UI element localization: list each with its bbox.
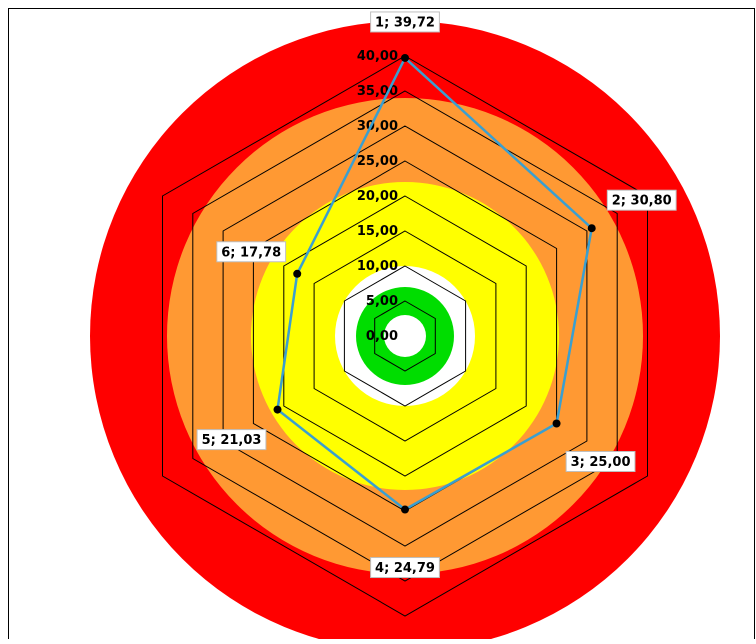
data-point-3 <box>552 419 561 428</box>
data-label-5: 5; 21,03 <box>202 433 262 448</box>
data-label-1: 1; 39,72 <box>375 15 435 30</box>
data-label-box-1 <box>370 11 440 33</box>
zone-disc-5 <box>384 315 426 357</box>
data-label-box-6 <box>216 241 287 263</box>
data-point-5 <box>273 405 282 414</box>
data-label-6: 6; 17,78 <box>221 245 281 260</box>
data-point-2 <box>587 224 596 233</box>
grid-ring-7 <box>192 90 618 582</box>
data-label-box-5 <box>196 429 267 451</box>
data-label-box-4 <box>370 557 440 579</box>
tick-label-4: 20,00 <box>357 189 398 204</box>
data-label-3: 3; 25,00 <box>571 455 631 470</box>
grid-ring-6 <box>222 125 588 547</box>
data-label-2: 2; 30,80 <box>612 194 672 209</box>
tick-label-8: 40,00 <box>357 49 398 64</box>
data-label-4: 4; 24,79 <box>375 561 435 576</box>
data-labels: 1; 39,72 2; 30,80 3; 25,00 4; 24,79 5; 21,03… <box>196 11 677 579</box>
grid-ring-3 <box>313 230 497 442</box>
tick-label-2: 10,00 <box>357 259 398 274</box>
data-point-4 <box>401 505 409 514</box>
data-point-1 <box>401 53 409 62</box>
data-label-box-2 <box>606 189 677 211</box>
tick-label-0: 0,00 <box>366 329 398 344</box>
data-point-6 <box>293 269 302 278</box>
tick-label-3: 15,00 <box>357 224 398 239</box>
grid-ring-4 <box>283 195 527 477</box>
series-layer <box>273 53 596 514</box>
background-zones <box>90 21 720 644</box>
tick-label-5: 25,00 <box>357 154 398 169</box>
axis-tick-labels: 0,005,0010,0015,0020,0025,0030,0035,0040… <box>357 49 398 344</box>
tick-label-1: 5,00 <box>366 294 398 309</box>
grid-ring-1 <box>374 300 436 372</box>
tick-label-6: 30,00 <box>357 119 398 134</box>
data-label-box-3 <box>565 451 636 472</box>
grid-ring-2 <box>343 265 467 407</box>
